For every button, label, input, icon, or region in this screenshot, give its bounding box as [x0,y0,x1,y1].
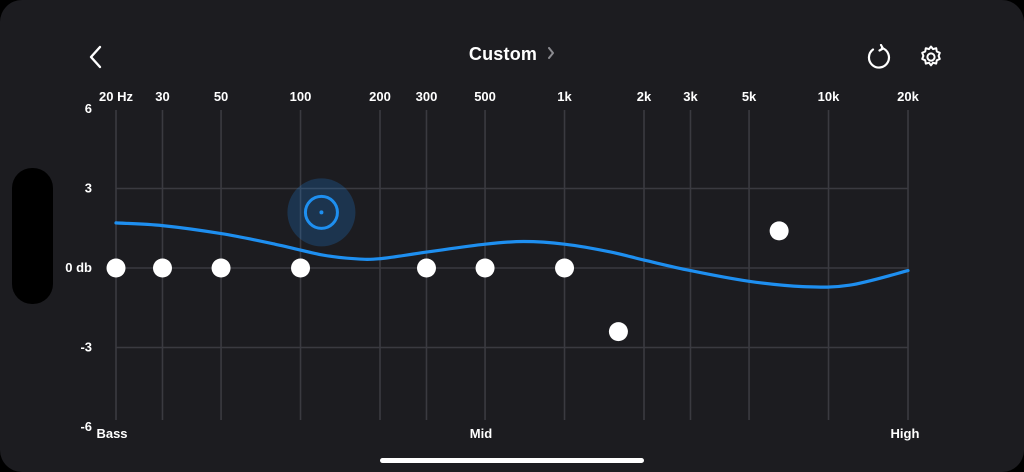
page-title: Custom [468,44,538,64]
band-handle[interactable] [416,258,436,278]
band-handle[interactable] [769,221,789,241]
preset-selector[interactable]: Custom [0,44,1024,65]
frequency-label: 20k [897,89,919,104]
eq-curve [114,221,910,289]
band-handle[interactable] [152,258,172,278]
db-label: 6 [85,101,92,116]
reset-button[interactable] [860,39,896,75]
frequency-label: 100 [290,89,312,104]
chevron-right-icon [547,46,555,64]
chevron-left-icon [89,45,102,69]
high-label: High [891,426,920,441]
frequency-labels: 20 Hz 30 50 100 200 300 500 1k 2k 3k 5k 10k 20k [99,89,920,104]
db-label: -6 [80,419,92,434]
frequency-label: 2k [637,89,652,104]
band-handle[interactable] [106,258,126,278]
db-label: 0 db [65,260,92,275]
settings-button[interactable] [913,39,949,75]
band-handles[interactable] [106,178,789,342]
camera-notch [12,168,53,304]
back-button[interactable] [78,39,114,75]
frequency-label: 200 [369,89,391,104]
mid-label: Mid [470,426,492,441]
band-handle[interactable] [475,258,495,278]
frequency-label: 10k [818,89,840,104]
gear-icon [921,45,941,67]
band-handle[interactable] [291,258,311,278]
band-handle[interactable] [608,322,628,342]
db-labels: 6 3 0 db -3 -6 [65,101,92,434]
db-label: 3 [85,181,92,196]
band-handle[interactable] [555,258,575,278]
frequency-label: 5k [742,89,757,104]
frequency-label: 30 [155,89,169,104]
frequency-label: 50 [214,89,228,104]
bass-label: Bass [96,426,127,441]
db-label: -3 [80,340,92,355]
frequency-label: 20 Hz [99,89,133,104]
selected-band-handle[interactable] [287,178,356,247]
frequency-label: 500 [474,89,496,104]
selected-handle-dot [319,210,324,215]
band-handle[interactable] [211,258,231,278]
frequency-label: 300 [416,89,438,104]
frequency-label: 3k [683,89,698,104]
chart-grid [115,110,909,420]
selected-handle-ring [303,194,339,230]
frequency-label: 1k [557,89,572,104]
reset-icon [867,44,891,69]
home-indicator[interactable] [380,458,644,463]
